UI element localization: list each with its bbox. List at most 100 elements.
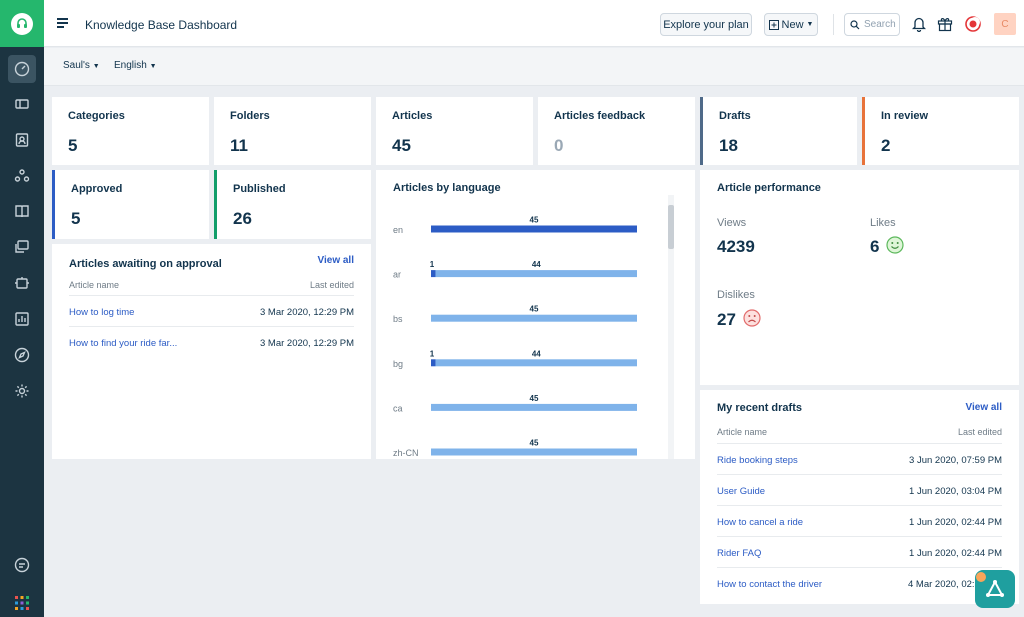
articles-by-language-card: Articles by language en 45 ar 1 44 bs 45 bg 1 44 c… bbox=[376, 170, 695, 459]
chevron-down-icon: ▼ bbox=[92, 63, 100, 70]
stat-value: 5 bbox=[71, 209, 81, 228]
stat-value: 0 bbox=[554, 136, 564, 155]
stat-card-drafts[interactable]: Drafts 18 bbox=[700, 97, 857, 165]
dashboard-icon[interactable] bbox=[8, 55, 36, 83]
settings-icon[interactable] bbox=[8, 377, 36, 405]
stat-card-published[interactable]: Published 26 bbox=[214, 170, 371, 239]
stat-card-approved[interactable]: Approved 5 bbox=[52, 170, 209, 239]
scrollbar-thumb[interactable] bbox=[668, 205, 674, 249]
table-row[interactable]: How to log time 3 Mar 2020, 12:29 PM bbox=[69, 295, 354, 326]
bell-icon[interactable] bbox=[910, 14, 928, 34]
data-label: 44 bbox=[532, 260, 541, 269]
stat-value: 18 bbox=[719, 136, 738, 155]
status-icon[interactable] bbox=[964, 14, 982, 34]
last-edited: 1 Jun 2020, 02:44 PM bbox=[909, 517, 1002, 528]
stat-label: Drafts bbox=[719, 110, 751, 122]
table-row[interactable]: How to cancel a ride 1 Jun 2020, 02:44 P… bbox=[717, 505, 1002, 536]
article-link[interactable]: Rider FAQ bbox=[717, 548, 762, 559]
feedback-icon[interactable] bbox=[8, 551, 36, 579]
data-label: 1 bbox=[430, 349, 435, 358]
new-button[interactable]: New ▼ bbox=[764, 13, 818, 36]
search-icon bbox=[850, 19, 860, 29]
recent-drafts-card: My recent drafts View all Article name L… bbox=[700, 390, 1019, 604]
filter-bar: Saul's ▼ English ▼ bbox=[44, 48, 1024, 86]
chevron-down-icon: ▼ bbox=[149, 63, 157, 70]
groups-icon[interactable] bbox=[8, 162, 36, 190]
tickets-icon[interactable] bbox=[8, 90, 36, 118]
view-all-link[interactable]: View all bbox=[965, 402, 1002, 413]
article-link[interactable]: How to contact the driver bbox=[717, 579, 823, 590]
table-row[interactable]: Ride booking steps 3 Jun 2020, 07:59 PM bbox=[717, 443, 1002, 474]
dislikes-value: 27 bbox=[717, 310, 736, 329]
awaiting-approval-card: Articles awaiting on approval View all A… bbox=[52, 244, 371, 459]
chat-icon[interactable] bbox=[8, 233, 36, 261]
avatar[interactable]: C bbox=[994, 13, 1016, 35]
chevron-down-icon: ▼ bbox=[806, 21, 814, 28]
last-edited: 4 Mar 2020, 02:35 PM bbox=[908, 579, 1002, 590]
contacts-icon[interactable] bbox=[8, 126, 36, 154]
divider bbox=[833, 14, 834, 35]
data-label: 1 bbox=[430, 260, 435, 269]
page-title: Knowledge Base Dashboard bbox=[85, 18, 238, 32]
data-label: 44 bbox=[532, 349, 541, 358]
stat-card-folders[interactable]: Folders 11 bbox=[214, 97, 371, 165]
portal-dropdown[interactable]: Saul's ▼ bbox=[63, 60, 100, 71]
new-button-label: New bbox=[781, 18, 804, 31]
view-all-link[interactable]: View all bbox=[317, 255, 354, 266]
last-edited: 3 Mar 2020, 12:29 PM bbox=[260, 307, 354, 318]
stat-label: Categories bbox=[68, 110, 125, 122]
book-icon[interactable] bbox=[8, 197, 36, 225]
bar bbox=[435, 270, 637, 278]
bar bbox=[431, 359, 436, 367]
table-row[interactable]: How to find your ride far... 3 Mar 2020,… bbox=[69, 326, 354, 357]
portal-label: Saul's bbox=[63, 60, 90, 71]
bar bbox=[431, 448, 637, 456]
apps-grid-icon[interactable] bbox=[8, 589, 36, 617]
stat-label: Folders bbox=[230, 110, 270, 122]
column-header-date: Last edited bbox=[309, 280, 354, 290]
app-logo[interactable] bbox=[0, 0, 44, 47]
left-sidebar bbox=[0, 0, 44, 617]
search-input[interactable]: Search bbox=[844, 13, 900, 36]
headset-icon bbox=[11, 12, 33, 35]
article-link[interactable]: User Guide bbox=[717, 486, 766, 497]
stat-label: Articles feedback bbox=[554, 110, 646, 122]
category-label: en bbox=[393, 225, 403, 235]
last-edited: 1 Jun 2020, 02:44 PM bbox=[909, 548, 1002, 559]
column-header-date: Last edited bbox=[957, 427, 1002, 437]
article-link[interactable]: How to log time bbox=[69, 307, 135, 318]
stat-label: In review bbox=[881, 110, 929, 122]
chart-title: Articles by language bbox=[393, 182, 501, 194]
stat-card-in-review[interactable]: In review 2 bbox=[862, 97, 1019, 165]
views-value: 4239 bbox=[717, 237, 755, 256]
article-link[interactable]: Ride booking steps bbox=[717, 455, 798, 466]
stat-card-articles[interactable]: Articles 45 bbox=[376, 97, 533, 165]
table-row[interactable]: How to contact the driver 4 Mar 2020, 02… bbox=[717, 567, 1002, 598]
category-label: bg bbox=[393, 359, 403, 369]
triangle-network-icon bbox=[986, 579, 1004, 597]
category-label: zh-CN bbox=[393, 448, 419, 458]
frown-icon bbox=[743, 309, 761, 327]
compass-icon[interactable] bbox=[8, 341, 36, 369]
stat-card-categories[interactable]: Categories 5 bbox=[52, 97, 209, 165]
language-dropdown[interactable]: English ▼ bbox=[114, 60, 157, 71]
table-row[interactable]: User Guide 1 Jun 2020, 03:04 PM bbox=[717, 474, 1002, 505]
category-label: ar bbox=[393, 270, 401, 280]
explore-plan-button[interactable]: Explore your plan bbox=[660, 13, 752, 36]
menu-icon[interactable] bbox=[57, 18, 68, 30]
scrollbar[interactable] bbox=[668, 195, 674, 459]
table-row[interactable]: Rider FAQ 1 Jun 2020, 02:44 PM bbox=[717, 536, 1002, 567]
bar bbox=[431, 314, 637, 322]
bot-icon[interactable] bbox=[8, 269, 36, 297]
data-label: 45 bbox=[530, 305, 539, 314]
article-link[interactable]: How to find your ride far... bbox=[69, 338, 178, 349]
dislikes-label: Dislikes bbox=[717, 289, 755, 301]
gift-icon[interactable] bbox=[936, 14, 954, 34]
stat-value: 45 bbox=[392, 136, 411, 155]
data-label: 45 bbox=[530, 439, 539, 448]
article-link[interactable]: How to cancel a ride bbox=[717, 517, 804, 528]
reports-icon[interactable] bbox=[8, 305, 36, 333]
data-label: 45 bbox=[530, 216, 539, 225]
data-label: 45 bbox=[530, 394, 539, 403]
stat-card-feedback[interactable]: Articles feedback 0 bbox=[538, 97, 695, 165]
